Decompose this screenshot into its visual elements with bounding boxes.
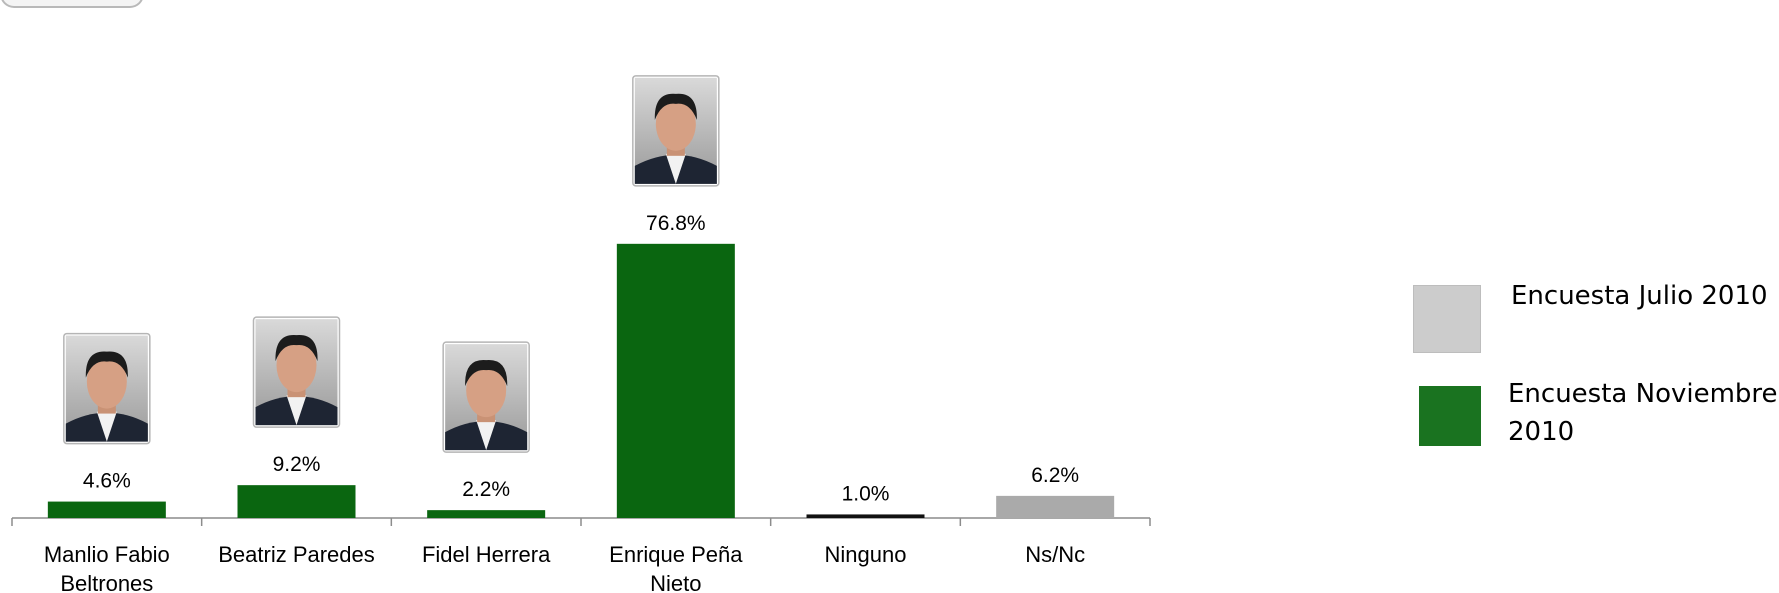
bar-0 <box>47 501 166 518</box>
legend-label-julio: Encuesta Julio 2010 <box>1511 281 1768 311</box>
category-label-3: Nieto <box>650 571 701 593</box>
photo-collar <box>96 411 117 442</box>
value-label-5: 6.2% <box>1031 464 1079 487</box>
bar-3 <box>616 243 735 518</box>
category-label-0: Beltrones <box>60 571 153 593</box>
photo-collar <box>286 395 307 426</box>
bar-5 <box>996 495 1115 518</box>
category-label-3: Enrique Peña <box>609 542 743 567</box>
photo-hair <box>654 93 697 120</box>
photo-face <box>655 96 696 151</box>
category-label-4: Ninguno <box>825 542 907 567</box>
portrait-photo-3 <box>632 75 720 187</box>
photo-face <box>466 363 507 418</box>
category-label-1: Beatriz Paredes <box>218 542 375 567</box>
value-label-0: 4.6% <box>83 470 131 493</box>
value-label-4: 1.0% <box>842 482 890 505</box>
photo-hair <box>465 360 508 387</box>
legend-label-noviembre: Encuesta Noviembre 2010 <box>1508 379 1778 447</box>
bar-4 <box>806 514 925 518</box>
category-label-0: Manlio Fabio <box>44 542 170 567</box>
photo-hair <box>85 351 128 378</box>
value-label-2: 2.2% <box>462 478 510 501</box>
photo-collar <box>665 153 686 184</box>
photo-hair <box>275 335 318 362</box>
photo-collar <box>476 420 497 451</box>
value-label-1: 9.2% <box>273 453 321 476</box>
legend-swatch-julio <box>1413 285 1481 353</box>
portrait-photo-2 <box>442 341 530 453</box>
bar-1 <box>237 485 356 518</box>
portrait-photo-0 <box>63 332 151 445</box>
value-label-3: 76.8% <box>646 212 706 235</box>
legend-swatch-noviembre <box>1419 386 1481 446</box>
category-label-5: Ns/Nc <box>1025 542 1085 567</box>
photo-face <box>276 338 317 393</box>
category-label-2: Fidel Herrera <box>422 542 551 567</box>
portrait-photo-1 <box>252 316 341 428</box>
photo-face <box>86 354 127 409</box>
bar-2 <box>427 510 546 518</box>
